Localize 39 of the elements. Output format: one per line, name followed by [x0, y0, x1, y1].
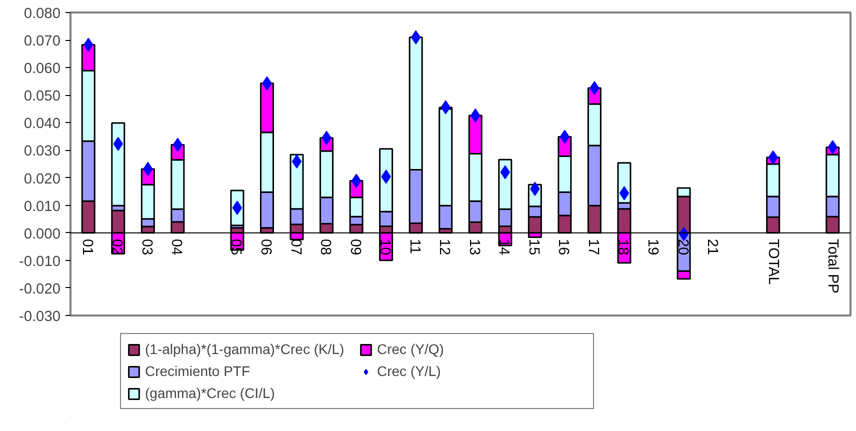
x-tick-label: 12: [436, 238, 452, 256]
y-tick-label: 0.070: [24, 34, 61, 50]
x-tick-label: Total PP: [824, 238, 841, 294]
x-tick-label: 14: [496, 238, 512, 256]
x-tick-label: 04: [168, 238, 184, 256]
y-tick-label: 0.000: [24, 226, 61, 242]
x-tick-label: 17: [584, 238, 601, 256]
x-tick-label: 05: [228, 238, 244, 256]
x-tick-label: 11: [406, 238, 422, 254]
legend-label: (1-alpha)*(1-gamma)*Crec (K/L): [145, 340, 346, 358]
y-tick-label: 0.080: [24, 6, 61, 22]
x-tick-label: 16: [555, 238, 572, 256]
legend-label: Crec (Y/L): [377, 362, 442, 380]
legend-label: Crec (Y/Q): [377, 340, 445, 358]
x-tick-label: 03: [138, 238, 154, 256]
y-tick-label: -0.030: [18, 309, 61, 325]
x-tick-label: 08: [317, 238, 334, 256]
x-tick-label: 20: [674, 238, 690, 256]
x-tick-label: 07: [287, 238, 304, 256]
y-tick-label: 0.050: [24, 88, 61, 105]
y-tick-label: -0.010: [18, 254, 61, 270]
x-tick-label: 18: [614, 238, 631, 256]
x-tick-label: 15: [525, 238, 542, 256]
legend-label: (gamma)*Crec (CI/L): [145, 384, 276, 402]
y-tick-label: 0.030: [24, 144, 61, 160]
x-tick-label: 19: [644, 238, 661, 256]
legend-label: Crecimiento PTF: [145, 362, 252, 380]
y-tick-label: -0.020: [18, 281, 61, 298]
x-tick-label: 06: [257, 238, 274, 256]
y-tick-label: 0.020: [24, 171, 61, 188]
x-tick-label: TOTAL: [765, 238, 782, 285]
y-tick-label: 0.040: [24, 116, 61, 132]
y-tick-label: 0.060: [24, 61, 61, 78]
x-tick-label: 13: [466, 238, 482, 256]
y-tick-label: 0.010: [24, 198, 61, 215]
x-tick-label: 10: [376, 238, 393, 256]
x-tick-label: 09: [346, 238, 363, 256]
x-tick-label: 21: [704, 238, 720, 256]
x-tick-label: 01: [78, 238, 95, 256]
